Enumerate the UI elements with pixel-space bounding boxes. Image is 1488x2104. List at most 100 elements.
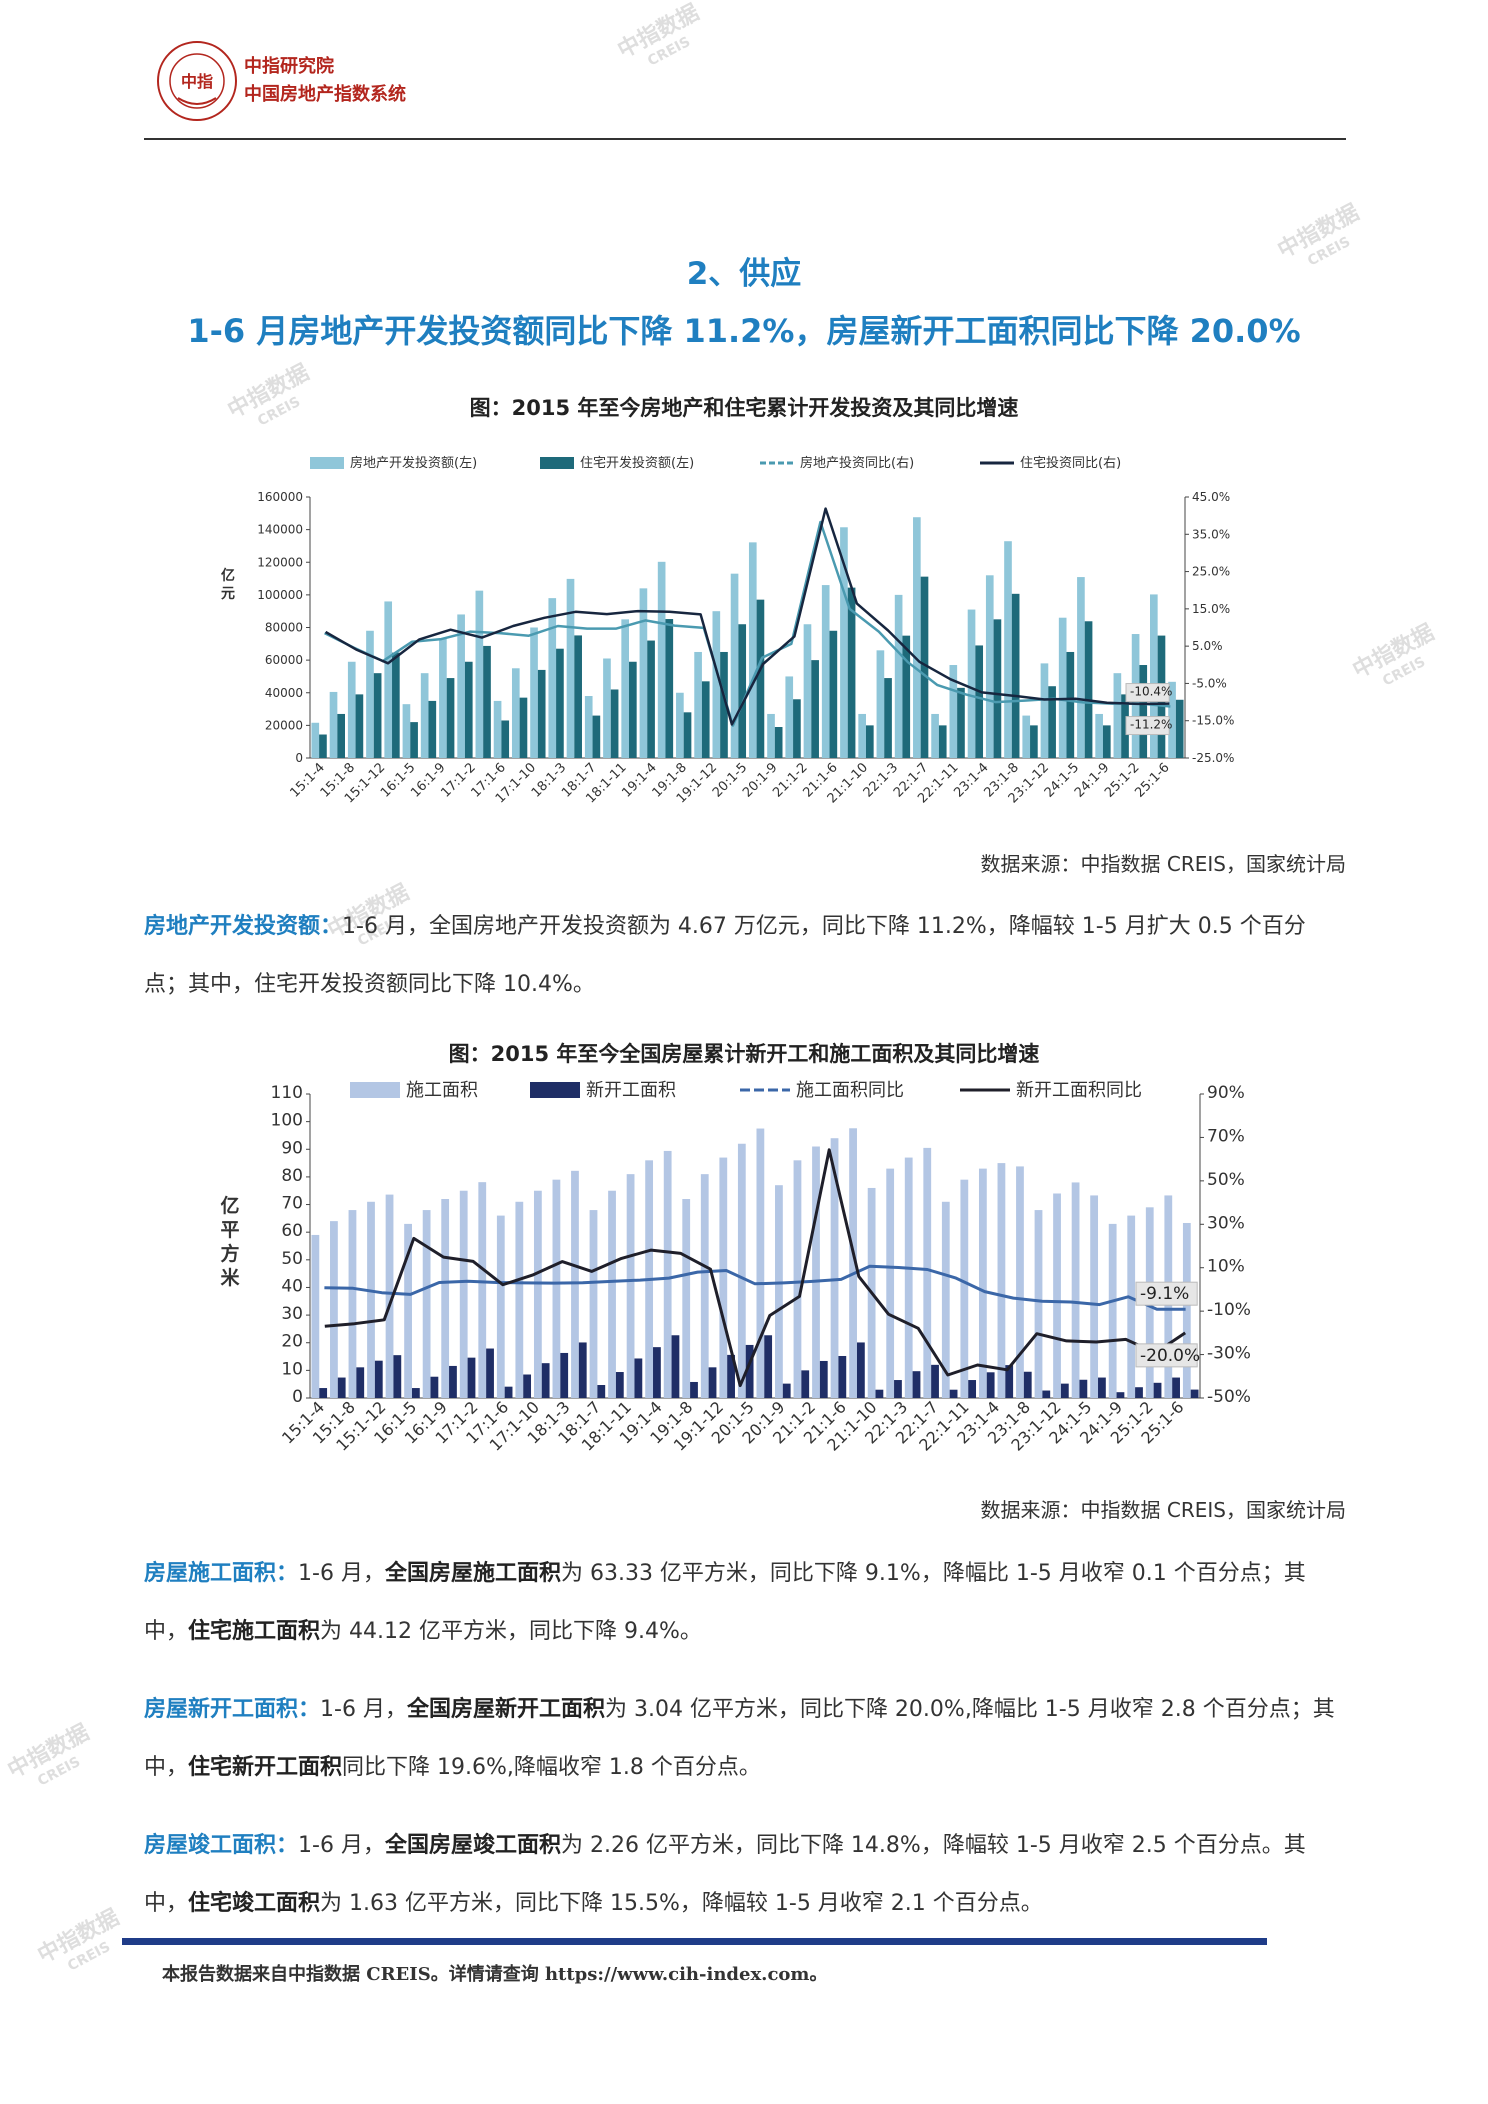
y-tick-label: 30	[281, 1304, 303, 1324]
bar-real-estate-investment	[366, 630, 374, 758]
y2-tick-label: -30%	[1207, 1344, 1251, 1364]
bar-construction-area	[886, 1168, 895, 1398]
bar-real-estate-investment	[420, 673, 429, 758]
bar-real-estate-investment	[1004, 541, 1012, 758]
bar-construction-area	[441, 1199, 450, 1398]
bar-real-estate-investment	[603, 658, 611, 758]
paragraph-text: 为 44.12 亿平方米，同比下降 9.4%。	[320, 1619, 702, 1644]
bar-construction-area	[385, 1194, 394, 1398]
bar-residential-investment	[537, 669, 546, 758]
annotation-box	[1135, 1343, 1198, 1368]
bar-new-start-area	[393, 1355, 402, 1398]
bar-residential-investment	[665, 619, 674, 758]
bar-new-start-area	[523, 1374, 532, 1398]
y-tick-label: 120000	[257, 555, 303, 569]
bar-construction-area	[941, 1201, 950, 1398]
watermark: 中指数据 CREIS	[33, 1905, 124, 1975]
bar-residential-investment	[355, 694, 364, 758]
footer-note: 本报告数据来自中指数据 CREIS。详情请查询 https://www.cih-…	[162, 1964, 828, 1985]
bar-real-estate-investment	[876, 650, 885, 758]
bar-construction-area	[663, 1150, 672, 1398]
y-tick-label: 140000	[257, 523, 303, 537]
legend-label: 施工面积同比	[796, 1080, 904, 1101]
bar-residential-investment	[847, 587, 856, 758]
new-start-paragraph: 房屋新开工面积：1-6 月，全国房屋新开工面积为 3.04 亿平方米，同比下降 …	[144, 1681, 1346, 1797]
watermark: 中指数据 CREIS	[3, 1720, 94, 1790]
bar-residential-investment	[501, 720, 510, 758]
paragraph-text: 1-6 月，	[298, 1833, 385, 1858]
bar-new-start-area	[875, 1389, 884, 1398]
y-tick-label: 80	[281, 1166, 303, 1186]
y2-tick-label: -15.0%	[1192, 714, 1234, 728]
bar-residential-investment	[1011, 593, 1020, 758]
y-axis-label: 亿	[220, 1194, 239, 1217]
bar-residential-investment	[884, 678, 892, 758]
bar-residential-investment	[811, 660, 819, 758]
bar-construction-area	[404, 1223, 412, 1398]
bar-new-start-area	[653, 1347, 661, 1398]
legend-swatch	[310, 457, 344, 469]
paragraph-text: 为 2.26 亿平方米，同比下降 14.8%，降幅较 1-5 月收窄 2.5 个…	[144, 1833, 1306, 1916]
bar-residential-investment	[1066, 651, 1075, 758]
legend-swatch	[530, 1082, 580, 1098]
legend-swatch	[540, 457, 574, 469]
bar-construction-area	[812, 1146, 820, 1398]
bar-construction-area	[682, 1199, 691, 1398]
bar-real-estate-investment	[621, 619, 630, 758]
bar-real-estate-investment	[1040, 663, 1049, 758]
y-axis-label: 平	[220, 1219, 239, 1241]
annotation-label: -11.2%	[1130, 718, 1172, 732]
y-tick-label: 110	[271, 1083, 303, 1103]
bar-construction-area	[422, 1210, 431, 1398]
bar-new-start-area	[319, 1388, 328, 1398]
bar-new-start-area	[449, 1365, 457, 1398]
bar-real-estate-investment	[767, 713, 775, 758]
bar-real-estate-investment	[639, 588, 648, 758]
bar-construction-area	[1034, 1210, 1043, 1398]
bar-real-estate-investment	[894, 594, 903, 758]
annotation-box	[1125, 716, 1170, 736]
bar-new-start-area	[1135, 1387, 1143, 1398]
y2-tick-label: -10%	[1207, 1300, 1251, 1320]
bar-real-estate-investment	[913, 517, 921, 758]
y2-tick-label: 70%	[1207, 1126, 1245, 1146]
bar-real-estate-investment	[785, 676, 794, 758]
bar-real-estate-investment	[840, 527, 848, 758]
bar-real-estate-investment	[931, 713, 939, 758]
bar-real-estate-investment	[457, 614, 465, 758]
bar-new-start-area	[1153, 1382, 1162, 1398]
bar-residential-investment	[629, 661, 637, 758]
bar-residential-investment	[1030, 725, 1038, 758]
bar-construction-area	[1090, 1195, 1099, 1398]
bar-construction-area	[904, 1157, 913, 1398]
bar-new-start-area	[337, 1377, 346, 1398]
bar-new-start-area	[560, 1352, 569, 1398]
section-headline: 1-6 月房地产开发投资额同比下降 11.2%，房屋新开工面积同比下降 20.0…	[187, 312, 1301, 350]
annotation-label: -9.1%	[1140, 1284, 1189, 1304]
legend-swatch	[350, 1082, 400, 1098]
bar-new-start-area	[541, 1363, 550, 1398]
bar-new-start-area	[1172, 1377, 1180, 1398]
y2-tick-label: 45.0%	[1192, 490, 1230, 504]
bar-real-estate-investment	[821, 585, 830, 758]
bar-construction-area	[571, 1170, 579, 1398]
bar-new-start-area	[597, 1385, 606, 1398]
bar-real-estate-investment	[949, 665, 958, 758]
bar-residential-investment	[756, 599, 765, 758]
org-name: 中指研究院	[244, 56, 334, 77]
y-tick-label: 40	[281, 1276, 303, 1296]
figure1-source: 数据来源：中指数据 CREIS，国家统计局	[980, 852, 1346, 876]
bar-residential-investment	[902, 635, 911, 758]
y-tick-label: 70	[281, 1194, 303, 1214]
legend-label: 施工面积	[406, 1080, 478, 1101]
y2-tick-label: 15.0%	[1192, 602, 1230, 616]
bar-residential-investment	[519, 697, 528, 758]
y-tick-label: 60	[281, 1221, 303, 1241]
bar-new-start-area	[1023, 1371, 1032, 1398]
bar-construction-area	[1016, 1166, 1024, 1398]
investment-chart: 0 20000 40000 60000 80000 100000 120000 140000 1…	[221, 455, 1234, 806]
bar-real-estate-investment	[511, 668, 520, 758]
bar-construction-area	[348, 1210, 357, 1398]
watermark: 中指数据 CREIS	[613, 0, 704, 70]
paragraph-lead: 房屋竣工面积：	[144, 1833, 299, 1858]
